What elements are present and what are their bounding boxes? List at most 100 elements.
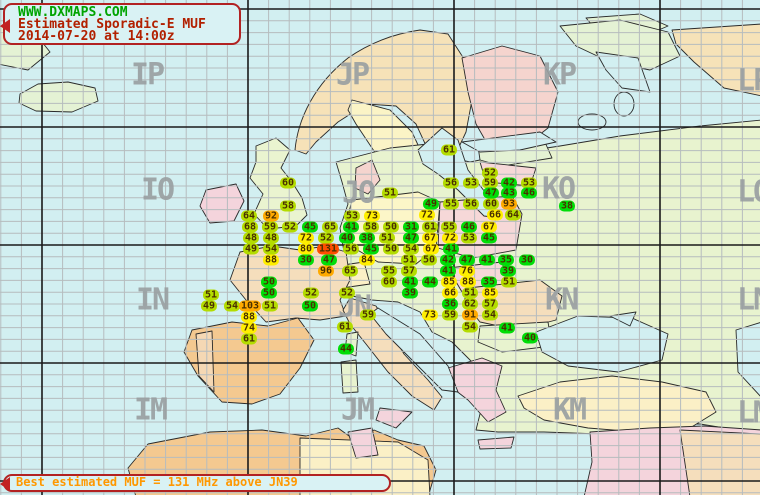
muf-cell: 66 bbox=[486, 209, 504, 221]
muf-cell: 30 bbox=[518, 254, 536, 266]
land-sicily bbox=[375, 407, 413, 429]
muf-cell: 60 bbox=[380, 276, 398, 288]
grid-field-label: LM bbox=[736, 395, 760, 431]
muf-cell: 64 bbox=[240, 210, 258, 222]
land-greece bbox=[447, 357, 507, 423]
muf-cell: 51 bbox=[202, 289, 220, 301]
grid-field-label: KP bbox=[542, 57, 577, 93]
map-datetime: 2014-07-20 at 14:00z bbox=[18, 29, 175, 44]
best-muf-status: Best estimated MUF = 131 MHz above JN39 bbox=[16, 475, 298, 489]
muf-cell: 41 bbox=[401, 276, 419, 288]
muf-cell: 53 bbox=[462, 177, 480, 189]
muf-cell: 41 bbox=[498, 322, 516, 334]
land-iceland bbox=[18, 81, 99, 113]
grid-field-label: IO bbox=[140, 172, 175, 208]
muf-cell: 36 bbox=[441, 298, 459, 310]
muf-cell: 91 bbox=[461, 309, 479, 321]
grid-field-label: JO bbox=[341, 175, 376, 211]
muf-cell: 45 bbox=[362, 243, 380, 255]
muf-cell: 61 bbox=[421, 221, 439, 233]
muf-cell: 51 bbox=[500, 276, 518, 288]
muf-cell: 54 bbox=[461, 321, 479, 333]
land-turkey bbox=[517, 375, 717, 433]
muf-cell: 67 bbox=[480, 221, 498, 233]
land-sardinia bbox=[340, 359, 359, 394]
muf-cell: 88 bbox=[262, 254, 280, 266]
muf-cell: 59 bbox=[441, 309, 459, 321]
muf-cell: 35 bbox=[480, 276, 498, 288]
footer-panel: Best estimated MUF = 131 MHz above JN39 bbox=[3, 474, 391, 492]
muf-cell: 61 bbox=[240, 333, 258, 345]
grid-field-label: JM bbox=[340, 392, 375, 428]
grid-field-label: LN bbox=[736, 282, 760, 318]
muf-cell: 103 bbox=[238, 300, 262, 312]
muf-cell: 41 bbox=[442, 243, 460, 255]
muf-cell: 53 bbox=[520, 177, 538, 189]
muf-cell: 51 bbox=[400, 254, 418, 266]
muf-cell: 47 bbox=[458, 254, 476, 266]
muf-cell: 45 bbox=[301, 221, 319, 233]
muf-cell: 41 bbox=[478, 254, 496, 266]
muf-cell: 54 bbox=[262, 243, 280, 255]
land-tunisia bbox=[347, 427, 379, 459]
muf-cell: 80 bbox=[297, 243, 315, 255]
muf-cell: 42 bbox=[439, 254, 457, 266]
muf-cell: 51 bbox=[461, 287, 479, 299]
grid-field-label: KN bbox=[544, 282, 579, 318]
muf-cell: 51 bbox=[381, 187, 399, 199]
muf-cell: 53 bbox=[343, 210, 361, 222]
muf-cell: 61 bbox=[336, 321, 354, 333]
site-link[interactable]: WWW.DXMAPS.COM bbox=[18, 5, 128, 20]
muf-cell: 56 bbox=[342, 243, 360, 255]
muf-cell: 38 bbox=[358, 232, 376, 244]
muf-cell: 56 bbox=[442, 177, 460, 189]
muf-cell: 65 bbox=[341, 265, 359, 277]
black-sea bbox=[535, 315, 669, 373]
muf-cell: 57 bbox=[481, 298, 499, 310]
muf-cell: 85 bbox=[440, 276, 458, 288]
muf-cell: 57 bbox=[400, 265, 418, 277]
grid-field-label: KM bbox=[552, 392, 587, 428]
muf-cell: 92 bbox=[262, 210, 280, 222]
muf-cell: 47 bbox=[320, 254, 338, 266]
muf-cell: 50 bbox=[260, 287, 278, 299]
muf-cell: 40 bbox=[521, 332, 539, 344]
muf-cell: 66 bbox=[441, 287, 459, 299]
muf-cell: 41 bbox=[439, 265, 457, 277]
muf-cell: 67 bbox=[422, 243, 440, 255]
map-subtitle: Estimated Sporadic-E MUF bbox=[18, 17, 206, 32]
muf-cell: 42 bbox=[500, 177, 518, 189]
white-sea bbox=[595, 51, 651, 93]
muf-cell: 60 bbox=[279, 177, 297, 189]
muf-cell: 52 bbox=[338, 287, 356, 299]
muf-cell: 39 bbox=[499, 265, 517, 277]
muf-cell: 52 bbox=[302, 287, 320, 299]
muf-cell: 49 bbox=[200, 300, 218, 312]
muf-cell: 64 bbox=[504, 209, 522, 221]
muf-cell: 52 bbox=[281, 221, 299, 233]
land-crete bbox=[477, 436, 515, 450]
muf-cell: 73 bbox=[421, 309, 439, 321]
muf-cell: 131 bbox=[316, 243, 340, 255]
muf-cell: 48 bbox=[242, 232, 260, 244]
muf-cell: 50 bbox=[301, 300, 319, 312]
grid-field-label: JP bbox=[335, 57, 370, 93]
muf-cell: 35 bbox=[497, 254, 515, 266]
muf-cell: 50 bbox=[382, 243, 400, 255]
lake-onega bbox=[613, 91, 635, 117]
left-arrow-icon bbox=[0, 477, 10, 491]
muf-cell: 62 bbox=[461, 298, 479, 310]
muf-cell: 60 bbox=[482, 198, 500, 210]
muf-cell: 58 bbox=[279, 200, 297, 212]
muf-cell: 93 bbox=[500, 198, 518, 210]
muf-cell: 46 bbox=[460, 221, 478, 233]
muf-cell: 67 bbox=[421, 232, 439, 244]
muf-cell: 49 bbox=[242, 243, 260, 255]
muf-cell: 46 bbox=[520, 187, 538, 199]
muf-cell: 56 bbox=[462, 198, 480, 210]
muf-cell: 59 bbox=[359, 309, 377, 321]
muf-cell: 50 bbox=[382, 221, 400, 233]
muf-cell: 58 bbox=[362, 221, 380, 233]
muf-cell: 74 bbox=[240, 322, 258, 334]
muf-cell: 53 bbox=[460, 232, 478, 244]
